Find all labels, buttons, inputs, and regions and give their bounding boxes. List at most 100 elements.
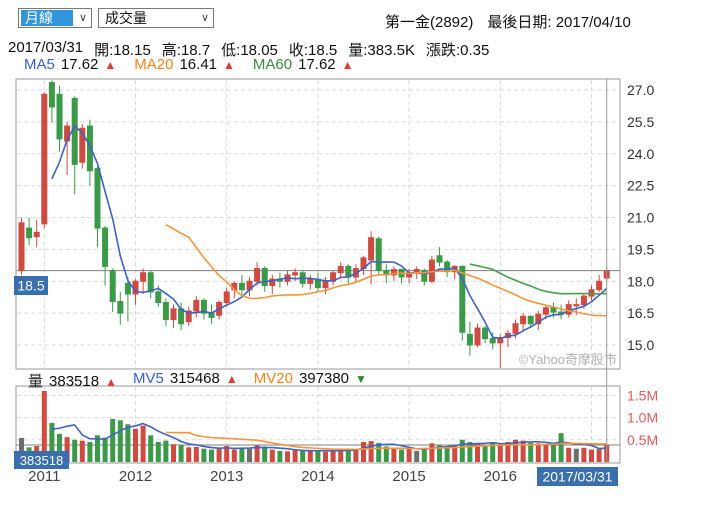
candle <box>269 278 276 286</box>
candle <box>337 265 344 274</box>
volume-bars <box>19 390 610 462</box>
volume-bar <box>406 448 412 462</box>
volume-bar <box>520 440 526 462</box>
volume-bar <box>72 439 78 462</box>
x-axis-year-label: 2016 <box>484 468 517 485</box>
volume-bar <box>513 439 518 462</box>
volume-bar <box>452 446 458 462</box>
volume-bar <box>330 450 336 462</box>
volume-bar <box>429 443 435 462</box>
volume-axis-tick: 0.5M <box>627 432 658 448</box>
ma5-line <box>51 125 608 340</box>
quote-high: 高:18.7 <box>161 42 211 59</box>
candlestick-volume-chart[interactable]: 27.0 25.5 24.0 22.5 21.0 19.5 18.0 16.5 15.0 1.5M… <box>0 76 720 516</box>
volume-bar <box>399 449 404 462</box>
toolbar: 月線 ∨ 成交量 ∨ <box>18 8 214 28</box>
price-axis-tick: 18.0 <box>627 273 654 289</box>
quote-summary: 2017/03/31 開:18.15 高:18.7 低:18.05 收:18.5… <box>8 39 489 60</box>
candle <box>375 238 382 272</box>
price-axis-tick: 25.5 <box>627 114 654 130</box>
candle <box>26 227 33 239</box>
volume-bar <box>535 443 541 462</box>
ma20-label: MA20 <box>134 56 174 73</box>
candle <box>79 127 86 163</box>
last-date-tag <box>537 467 618 486</box>
volume-bar <box>193 446 199 462</box>
ma-lines <box>51 125 608 452</box>
candle <box>238 282 245 291</box>
ma60-line <box>469 263 607 295</box>
volume-bar <box>391 448 397 462</box>
volume-bar <box>421 447 427 462</box>
candle <box>193 299 200 312</box>
watermark: ©Yahoo奇摩股市 <box>519 352 617 367</box>
last-date-label: 最後日期: 2017/04/10 <box>487 14 631 31</box>
volume-bar <box>262 446 268 462</box>
candle <box>178 308 185 325</box>
candle <box>421 270 428 282</box>
up-arrow-icon: ▲ <box>223 58 235 72</box>
volume-legend: 量 383518 ▲ MV5 315468 ▲ MV20 397380 ▼ <box>28 370 367 391</box>
volume-bar <box>482 445 488 462</box>
candle <box>200 299 207 314</box>
mv5-legend: MV5 315468 ▲ <box>133 370 238 391</box>
volume-pane-border <box>15 385 621 464</box>
ma5-legend: MA5 17.62 ▲ <box>24 56 116 73</box>
volume-bar <box>102 437 108 462</box>
volume-current-legend: 量 383518 ▲ <box>28 370 117 391</box>
ma60-legend: MA60 17.62 ▲ <box>253 56 354 73</box>
candle <box>596 280 603 291</box>
candle <box>71 98 78 165</box>
period-dropdown[interactable]: 月線 ∨ <box>18 8 92 28</box>
indicator-dropdown-value: 成交量 <box>105 10 147 26</box>
quote-low: 低:18.05 <box>221 42 278 59</box>
candlesticks <box>18 80 610 368</box>
mv5-line <box>51 422 607 452</box>
volume-bar <box>444 446 450 462</box>
candle <box>573 304 580 307</box>
quote-volume: 量:383.5K <box>348 42 415 59</box>
candle <box>147 272 154 293</box>
volume-bar <box>64 437 70 462</box>
volume-bar <box>497 444 503 462</box>
volume-bar <box>596 449 602 462</box>
volume-bar <box>95 435 100 462</box>
volume-bar <box>338 449 344 462</box>
mv5-value: 315468 <box>169 370 220 387</box>
up-arrow-icon: ▲ <box>341 58 354 72</box>
volume-bar <box>41 390 47 462</box>
candle <box>109 270 116 302</box>
volume-bar <box>148 435 154 462</box>
volume-bar <box>201 448 207 462</box>
volume-bar <box>140 425 146 462</box>
candle <box>489 338 496 344</box>
volume-value: 383518 <box>49 373 100 390</box>
x-axis-year-label: 2011 <box>28 468 60 485</box>
volume-bar <box>178 445 184 462</box>
volume-bar <box>414 450 420 462</box>
candle <box>497 337 504 344</box>
volume-bar <box>19 438 24 462</box>
ma60-value: 17.62 <box>298 56 336 73</box>
volume-bar <box>87 442 93 462</box>
volume-bar <box>505 442 511 462</box>
candle <box>223 291 230 303</box>
x-axis-year-label: 2013 <box>210 468 243 485</box>
mv20-line <box>165 431 607 451</box>
price-axis-tick: 24.0 <box>627 146 654 162</box>
volume-bar <box>376 442 382 462</box>
volume-bar <box>292 450 298 462</box>
volume-bar <box>269 449 275 462</box>
volume-bar <box>125 424 131 462</box>
candle <box>86 125 93 172</box>
candle <box>535 313 542 325</box>
candle <box>162 302 169 320</box>
price-axis-tick: 22.5 <box>627 178 654 194</box>
ma20-value: 16.41 <box>179 56 218 73</box>
ma20-legend: MA20 16.41 ▲ <box>134 56 235 73</box>
quote-close: 收:18.5 <box>288 42 338 59</box>
indicator-dropdown[interactable]: 成交量 ∨ <box>98 8 214 28</box>
candle <box>550 307 557 313</box>
chevron-down-icon: ∨ <box>78 12 88 24</box>
volume-bar <box>490 443 496 462</box>
